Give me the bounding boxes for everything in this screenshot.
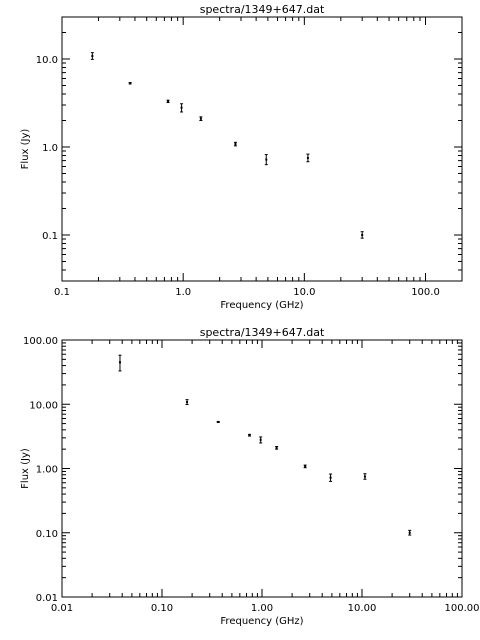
y-axis-label: Flux (Jy) bbox=[20, 448, 31, 489]
x-tick-label: 0.1 bbox=[54, 287, 70, 298]
data-point bbox=[90, 52, 94, 60]
point-marker bbox=[199, 117, 202, 120]
point-marker bbox=[91, 55, 94, 58]
point-marker bbox=[363, 475, 366, 478]
point-marker bbox=[408, 531, 411, 534]
x-axis-label: Frequency (GHz) bbox=[220, 616, 303, 627]
data-point bbox=[360, 231, 364, 239]
point-marker bbox=[329, 476, 332, 479]
point-marker bbox=[186, 401, 189, 404]
x-tick-label: 1.0 bbox=[175, 287, 191, 298]
chart-panel-2: 0.01 0.10 1.00 10.00 100.00 0.01 0.10 1.00 10.00… bbox=[20, 326, 480, 627]
point-marker bbox=[275, 446, 278, 449]
data-point bbox=[199, 116, 203, 121]
x-axis-label: Frequency (GHz) bbox=[220, 300, 303, 311]
data-point bbox=[248, 433, 252, 437]
data-point bbox=[128, 82, 132, 85]
point-marker bbox=[234, 143, 237, 146]
data-point bbox=[118, 354, 122, 372]
data-point bbox=[408, 529, 412, 536]
y-tick-label: 0.10 bbox=[36, 529, 58, 540]
data-point bbox=[306, 153, 310, 163]
y-tick-label: 0.1 bbox=[42, 231, 58, 242]
plot-frame bbox=[61, 16, 463, 282]
x-tick-label: 100.00 bbox=[445, 603, 480, 614]
point-marker bbox=[217, 420, 220, 423]
point-marker bbox=[118, 361, 121, 364]
x-tick-label: 0.10 bbox=[151, 603, 173, 614]
point-marker bbox=[180, 106, 183, 109]
point-marker bbox=[248, 434, 251, 437]
data-point bbox=[329, 473, 333, 482]
data-point bbox=[166, 99, 170, 104]
y-tick-label: 1.0 bbox=[42, 143, 58, 154]
data-point bbox=[180, 103, 184, 113]
data-point bbox=[264, 154, 268, 166]
chart-title: spectra/1349+647.dat bbox=[200, 3, 325, 16]
y-tick-label: 0.01 bbox=[36, 593, 58, 604]
data-point bbox=[275, 445, 279, 450]
x-tick-label: 0.01 bbox=[51, 603, 73, 614]
data-point bbox=[259, 436, 263, 444]
point-marker bbox=[129, 82, 132, 85]
y-tick-label: 100.00 bbox=[23, 336, 58, 347]
data-point bbox=[363, 473, 367, 480]
y-tick-label: 1.00 bbox=[36, 465, 58, 476]
chart-title: spectra/1349+647.dat bbox=[200, 326, 325, 339]
point-marker bbox=[265, 158, 268, 161]
y-axis-label: Flux (Jy) bbox=[20, 129, 31, 170]
chart-panel-1: 0.1 1.0 10.0 100.0 0.1 1.0 10.0 spectra/1349+64… bbox=[20, 3, 463, 311]
point-marker bbox=[306, 156, 309, 159]
x-tick-label: 10.00 bbox=[348, 603, 377, 614]
point-marker bbox=[259, 438, 262, 441]
data-point bbox=[185, 399, 189, 406]
data-point bbox=[233, 141, 237, 147]
x-tick-label: 100.0 bbox=[411, 287, 440, 298]
point-marker bbox=[167, 100, 170, 103]
data-point bbox=[303, 464, 307, 469]
x-tick-label: 1.00 bbox=[251, 603, 273, 614]
plot-frame bbox=[61, 339, 463, 598]
point-marker bbox=[361, 233, 364, 236]
x-tick-label: 10.0 bbox=[293, 287, 315, 298]
point-marker bbox=[304, 465, 307, 468]
y-tick-label: 10.00 bbox=[29, 400, 58, 411]
y-tick-label: 10.0 bbox=[36, 55, 58, 66]
data-point bbox=[216, 420, 220, 423]
